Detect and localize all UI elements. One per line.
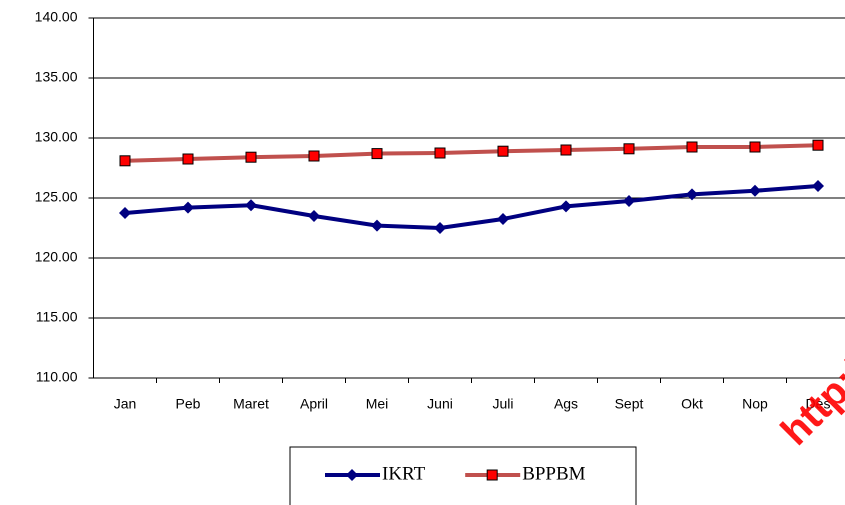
- marker: [308, 150, 320, 162]
- y-tick-label: 130.00: [35, 129, 78, 145]
- marker: [497, 213, 509, 225]
- x-tick-label: Des: [806, 396, 831, 412]
- marker: [686, 141, 698, 153]
- marker: [245, 151, 257, 163]
- y-tick-label: 135.00: [35, 69, 78, 85]
- marker: [371, 148, 383, 160]
- marker: [812, 180, 824, 192]
- x-tick-label: Nop: [742, 396, 768, 412]
- marker: [623, 143, 635, 155]
- x-tick-label: April: [300, 396, 328, 412]
- x-tick-label: Jan: [114, 396, 137, 412]
- marker: [560, 200, 572, 213]
- x-tick-label: Okt: [681, 396, 703, 412]
- y-tick-label: 115.00: [36, 309, 78, 325]
- x-tick-label: Peb: [176, 396, 201, 412]
- x-tick-label: Juli: [492, 396, 513, 412]
- watermark: http://: [773, 344, 845, 454]
- legend-marker: [346, 469, 358, 481]
- marker: [623, 195, 635, 207]
- marker: [686, 188, 698, 201]
- marker: [119, 207, 131, 219]
- series-line: [124, 184, 819, 231]
- marker: [119, 155, 131, 167]
- legend-marker: [486, 469, 498, 481]
- marker: [182, 201, 194, 214]
- marker: [371, 219, 383, 232]
- legend-label: BPPBM: [522, 463, 585, 484]
- marker: [497, 145, 509, 157]
- x-tick-label: Juni: [427, 396, 453, 412]
- x-tick-label: Maret: [233, 396, 269, 412]
- marker: [182, 153, 194, 165]
- y-tick-label: 125.00: [35, 189, 78, 205]
- marker: [749, 184, 761, 197]
- y-tick-label: 110.00: [36, 369, 78, 385]
- marker: [434, 222, 446, 234]
- series-line: [124, 143, 819, 163]
- y-tick-label: 120.00: [35, 249, 78, 265]
- marker: [749, 141, 761, 153]
- x-tick-label: Mei: [366, 396, 389, 412]
- marker: [245, 199, 257, 212]
- y-tick-label: 140.00: [35, 9, 78, 25]
- marker: [812, 139, 824, 151]
- x-tick-label: Sept: [615, 396, 644, 412]
- legend: IKRT BPPBM: [289, 446, 637, 505]
- legend-label: IKRT: [382, 463, 426, 484]
- x-tick-label: Ags: [554, 396, 578, 412]
- marker: [308, 210, 320, 222]
- marker: [434, 147, 446, 159]
- marker: [560, 144, 572, 156]
